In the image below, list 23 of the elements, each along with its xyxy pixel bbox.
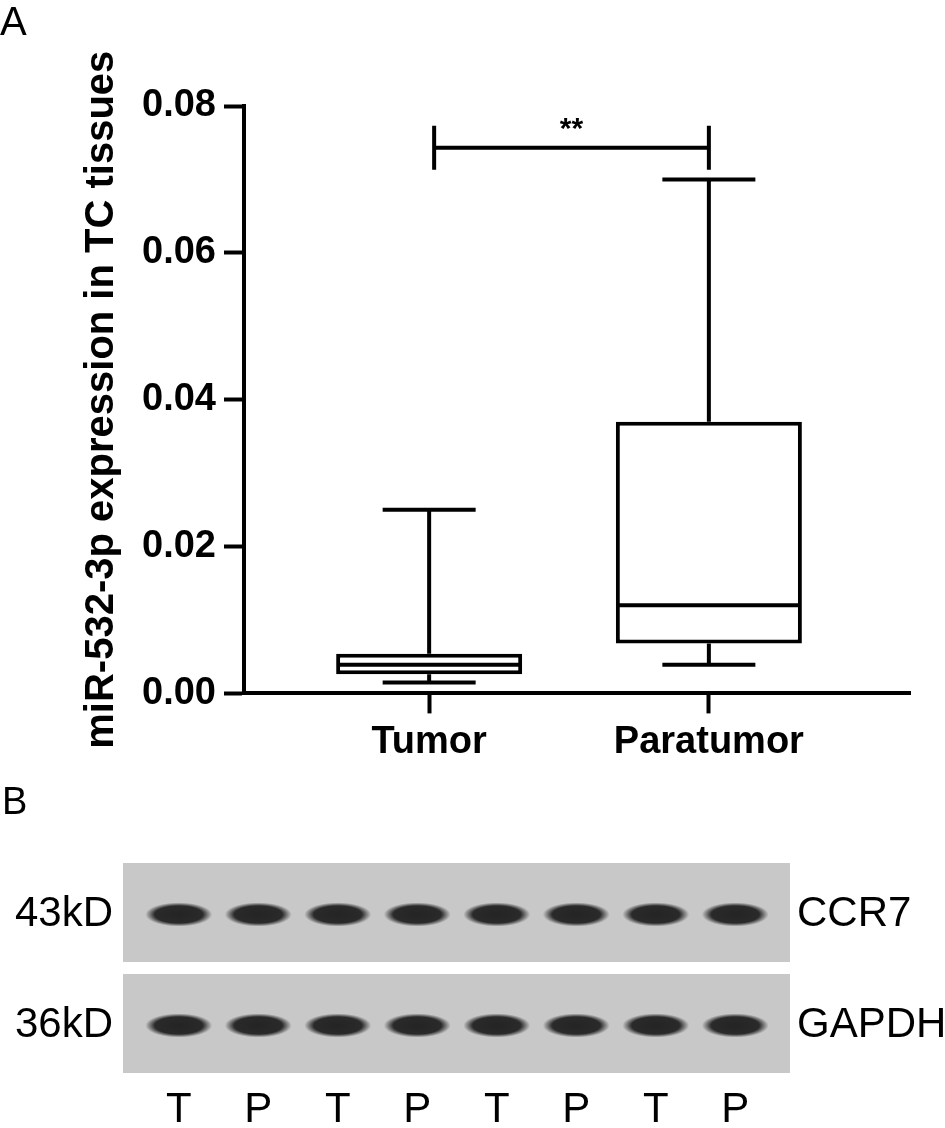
category-label: P xyxy=(402,1084,433,1128)
text: B xyxy=(2,780,28,822)
category-label: T xyxy=(323,1084,352,1128)
y-tick-label: 0.08 xyxy=(142,82,216,125)
text: GAPDH xyxy=(797,999,945,1047)
x-tick-label: Paratumor xyxy=(613,718,805,761)
annotation: ** xyxy=(559,110,584,144)
category-label: T xyxy=(641,1084,670,1128)
y-tick-label: 0.00 xyxy=(142,669,216,712)
category-label: T xyxy=(164,1084,193,1128)
x-tick-label: Tumor xyxy=(371,718,488,761)
y-tick-label: 0.06 xyxy=(142,229,216,272)
text: 43kD xyxy=(13,888,113,936)
chart-title: A xyxy=(0,0,27,44)
category-label: P xyxy=(243,1084,274,1128)
text: CCR7 xyxy=(797,888,913,936)
category-label: P xyxy=(720,1084,751,1128)
category-label: P xyxy=(561,1084,592,1128)
y-axis-title: miR-532-3p expression in TC tissues xyxy=(77,50,122,749)
category-label: T xyxy=(482,1084,511,1128)
y-tick-label: 0.04 xyxy=(142,376,216,419)
y-tick-label: 0.02 xyxy=(142,523,216,566)
text: 36kD xyxy=(13,999,113,1047)
